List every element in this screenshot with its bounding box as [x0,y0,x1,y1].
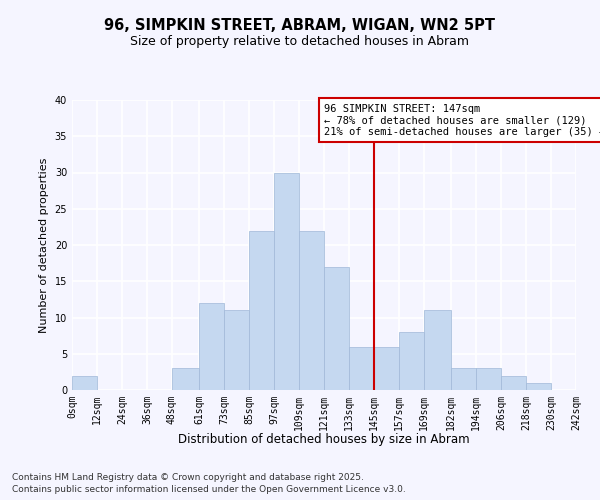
Text: Contains public sector information licensed under the Open Government Licence v3: Contains public sector information licen… [12,485,406,494]
Bar [424,310,451,390]
Text: Contains HM Land Registry data © Crown copyright and database right 2025.: Contains HM Land Registry data © Crown c… [12,472,364,482]
Bar [72,376,97,390]
Bar [274,172,299,390]
Text: 96, SIMPKIN STREET, ABRAM, WIGAN, WN2 5PT: 96, SIMPKIN STREET, ABRAM, WIGAN, WN2 5P… [104,18,496,32]
X-axis label: Distribution of detached houses by size in Abram: Distribution of detached houses by size … [178,433,470,446]
Bar [374,346,399,390]
Text: Size of property relative to detached houses in Abram: Size of property relative to detached ho… [131,35,470,48]
Text: 96 SIMPKIN STREET: 147sqm
← 78% of detached houses are smaller (129)
21% of semi: 96 SIMPKIN STREET: 147sqm ← 78% of detac… [324,104,600,137]
Y-axis label: Number of detached properties: Number of detached properties [39,158,49,332]
Bar [299,230,324,390]
Bar [324,267,349,390]
Bar [501,376,526,390]
Bar [349,346,374,390]
Bar [172,368,199,390]
Bar [476,368,501,390]
Bar [451,368,476,390]
Bar [199,303,224,390]
Bar [526,383,551,390]
Bar [224,310,249,390]
Bar [249,230,274,390]
Bar [399,332,424,390]
